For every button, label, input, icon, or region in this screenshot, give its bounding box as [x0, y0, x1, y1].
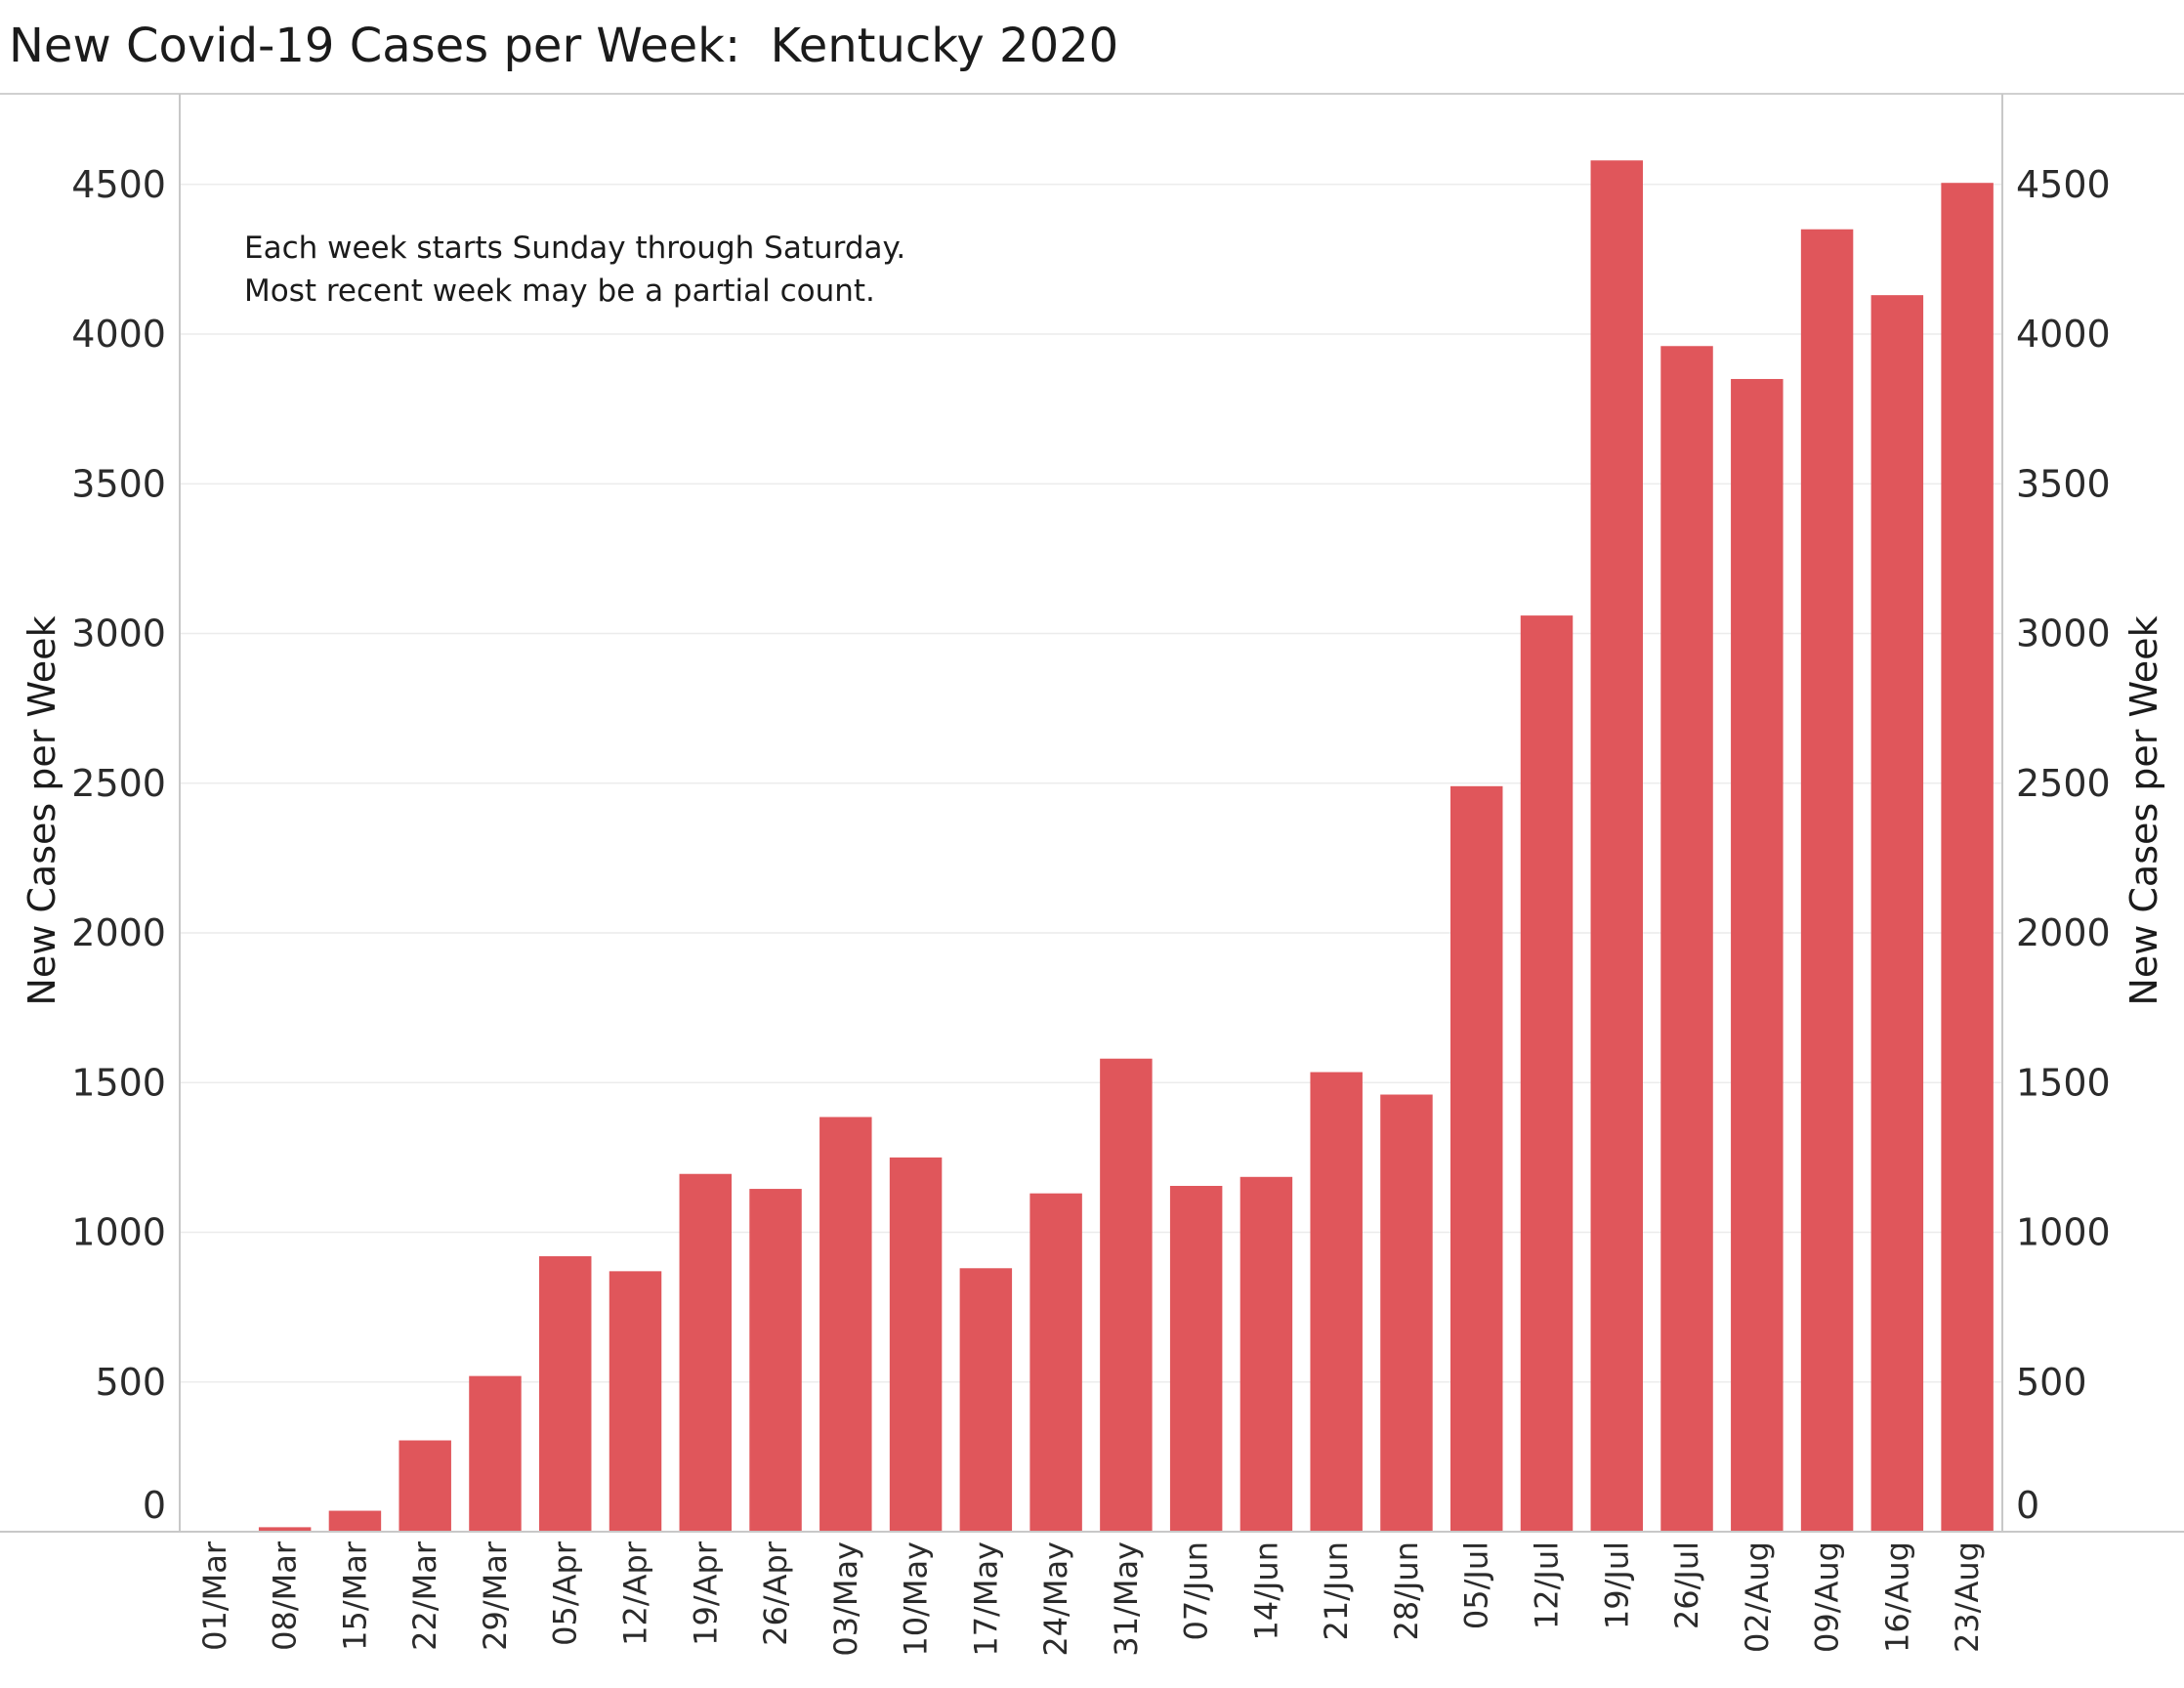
y-tick-label-left: 2500	[71, 762, 166, 805]
x-tick-label: 01/Mar	[196, 1540, 233, 1651]
bar-05-jul	[1449, 785, 1503, 1532]
y-tick-label-right: 3500	[2016, 462, 2111, 505]
y-tick-label-left: 3500	[71, 462, 166, 505]
x-tick-label: 05/Apr	[547, 1540, 584, 1646]
x-tick-label: 28/Jun	[1388, 1541, 1425, 1641]
bar-15-mar	[328, 1510, 382, 1532]
gridlines	[180, 184, 2002, 1383]
x-tick-label: 07/Jun	[1178, 1541, 1215, 1641]
y-tick-label-right: 500	[2016, 1361, 2087, 1404]
x-tick-label: 15/Mar	[336, 1540, 373, 1651]
y-tick-label-left: 500	[95, 1361, 166, 1404]
bar-07-jun	[1169, 1185, 1223, 1532]
bar-12-apr	[609, 1271, 662, 1532]
chart-title: New Covid-19 Cases per Week: Kentucky 20…	[9, 19, 1119, 73]
y-tick-label-left: 1500	[71, 1061, 166, 1104]
bar-19-apr	[679, 1173, 733, 1532]
x-tick-label: 29/Mar	[477, 1540, 514, 1651]
bar-28-jun	[1380, 1094, 1433, 1532]
bar-24-may	[1029, 1193, 1082, 1532]
x-tick-label: 19/Jul	[1598, 1541, 1635, 1629]
x-tick-label: 08/Mar	[267, 1540, 304, 1651]
y-tick-label-left: 3000	[71, 612, 166, 655]
y-axis-right-ticks: 0 500 1000 1500 2000 2500 3000 3500 4000 4500	[2016, 163, 2111, 1527]
bar-26-jul	[1660, 346, 1713, 1532]
bar-23-aug	[1941, 183, 1994, 1532]
y-tick-label-right: 4000	[2016, 313, 2111, 356]
bar-21-jun	[1310, 1072, 1363, 1532]
x-tick-label: 22/Mar	[406, 1540, 443, 1651]
y-axis-title-right: New Cases per Week	[2122, 615, 2165, 1005]
x-tick-label: 12/Apr	[617, 1540, 654, 1646]
x-tick-label: 14/Jun	[1247, 1541, 1284, 1641]
x-tick-label: 16/Aug	[1878, 1541, 1915, 1653]
x-tick-label: 03/May	[827, 1541, 864, 1657]
x-axis-ticks: 01/Mar 08/Mar 15/Mar 22/Mar 29/Mar 05/Apr 12/A…	[196, 1540, 1986, 1657]
x-tick-label: 17/May	[967, 1541, 1004, 1657]
x-tick-label: 10/May	[898, 1541, 935, 1657]
y-tick-label-left: 0	[143, 1484, 166, 1527]
x-tick-label: 21/Jun	[1318, 1541, 1355, 1641]
x-tick-label: 26/Jul	[1668, 1541, 1705, 1629]
bar-26-apr	[749, 1189, 802, 1532]
x-tick-label: 12/Jul	[1529, 1541, 1566, 1629]
bar-17-may	[959, 1268, 1013, 1532]
y-tick-label-right: 2000	[2016, 911, 2111, 954]
bar-19-jul	[1590, 160, 1644, 1533]
y-tick-label-right: 3000	[2016, 612, 2111, 655]
y-tick-label-right: 0	[2016, 1484, 2039, 1527]
x-tick-label: 26/Apr	[757, 1540, 794, 1646]
y-tick-label-right: 1000	[2016, 1211, 2111, 1254]
x-tick-label: 23/Aug	[1949, 1541, 1986, 1653]
bar-10-may	[889, 1157, 943, 1532]
bar-12-jul	[1520, 615, 1574, 1532]
y-tick-label-left: 4000	[71, 313, 166, 356]
y-tick-label-left: 1000	[71, 1211, 166, 1254]
x-tick-label: 19/Apr	[687, 1540, 724, 1646]
x-tick-label: 24/May	[1037, 1541, 1074, 1657]
bar-22-mar	[399, 1440, 451, 1532]
x-tick-label: 09/Aug	[1809, 1541, 1846, 1653]
bar-09-aug	[1800, 229, 1854, 1533]
y-tick-label-right: 2500	[2016, 762, 2111, 805]
x-tick-label: 05/Jul	[1458, 1541, 1495, 1629]
annotation-line-2: Most recent week may be a partial count.	[244, 274, 875, 309]
y-tick-label-right: 1500	[2016, 1061, 2111, 1104]
y-axis-left-ticks: 0 500 1000 1500 2000 2500 3000 3500 4000 4500	[71, 163, 166, 1527]
y-tick-label-left: 2000	[71, 911, 166, 954]
x-tick-label: 02/Aug	[1739, 1541, 1776, 1653]
x-tick-label: 31/May	[1108, 1541, 1145, 1657]
bar-29-mar	[469, 1375, 522, 1532]
y-tick-label-right: 4500	[2016, 163, 2111, 206]
annotation-line-1: Each week starts Sunday through Saturday…	[244, 231, 905, 266]
bar-14-jun	[1239, 1176, 1293, 1532]
bar-08-mar	[258, 1527, 312, 1532]
bar-03-may	[819, 1117, 872, 1532]
bars	[258, 160, 1994, 1533]
y-axis-title-left: New Cases per Week	[21, 615, 63, 1005]
bar-31-may	[1100, 1058, 1153, 1532]
y-tick-label-left: 4500	[71, 163, 166, 206]
bar-16-aug	[1870, 295, 1924, 1532]
bar-05-apr	[538, 1256, 592, 1532]
bar-02-aug	[1731, 378, 1784, 1533]
